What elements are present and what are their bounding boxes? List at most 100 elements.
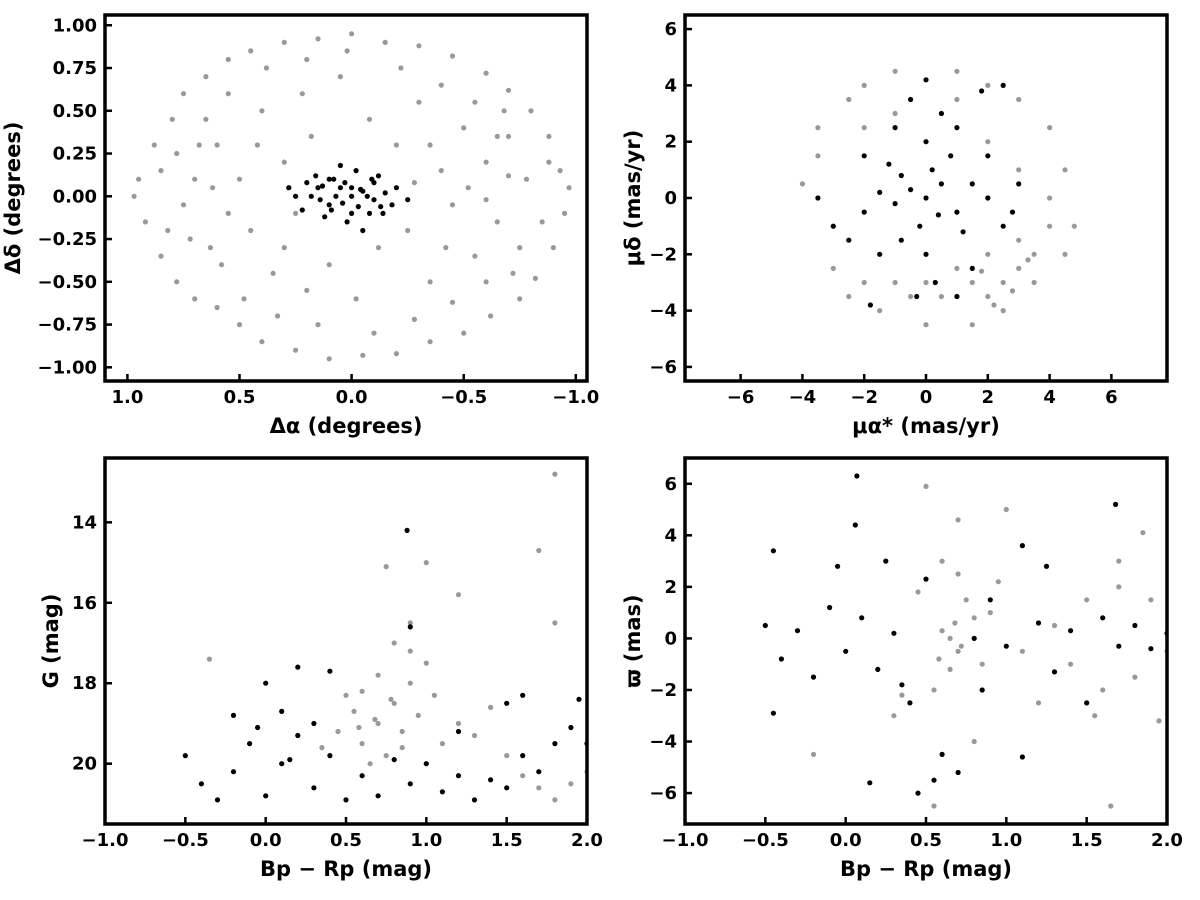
field-star-point — [846, 293, 852, 300]
field-star-point — [1031, 251, 1037, 257]
field-star-point — [923, 322, 929, 328]
field-star-point — [366, 116, 373, 122]
member-star-point — [1000, 223, 1006, 229]
field-star-point — [891, 713, 897, 719]
member-star-point — [1035, 620, 1042, 626]
field-star-point — [536, 785, 542, 791]
field-star-point — [315, 322, 321, 328]
field-star-point — [472, 99, 478, 105]
member-star-point — [815, 195, 821, 201]
member-star-point — [343, 797, 349, 803]
member-star-point — [1148, 646, 1154, 652]
field-star-point — [517, 245, 523, 251]
member-star-point — [455, 728, 462, 735]
member-star-point — [344, 219, 350, 225]
member-star-point — [520, 753, 526, 759]
field-star-point — [241, 296, 247, 302]
field-star-point — [335, 728, 341, 735]
member-star-point — [938, 110, 945, 117]
x-tick-label: 4 — [1043, 387, 1056, 408]
field-star-point — [398, 65, 404, 71]
member-star-point — [337, 185, 343, 191]
field-star-point — [505, 173, 512, 179]
member-star-point — [843, 648, 849, 654]
field-star-point — [1071, 223, 1077, 229]
y-tick-label: 16 — [72, 593, 97, 614]
field-star-point — [344, 48, 350, 54]
data-points — [799, 68, 1077, 328]
x-tick-label: 1.5 — [1071, 830, 1103, 851]
field-star-point — [1016, 96, 1022, 103]
field-star-point — [293, 210, 299, 216]
member-star-point — [1043, 563, 1050, 569]
member-star-point — [1051, 669, 1058, 675]
field-star-point — [861, 279, 867, 286]
field-star-point — [536, 547, 542, 554]
field-star-point — [405, 227, 411, 234]
member-star-point — [353, 168, 359, 174]
field-star-point — [416, 43, 422, 49]
field-star-point — [985, 251, 991, 257]
field-star-point — [979, 661, 985, 667]
member-star-point — [939, 751, 945, 758]
field-star-point — [391, 700, 397, 706]
field-star-point — [356, 724, 362, 731]
member-star-point — [1084, 700, 1090, 706]
member-star-point — [908, 187, 914, 193]
field-star-point — [939, 558, 945, 564]
field-star-point — [427, 279, 433, 285]
member-star-point — [810, 674, 817, 680]
x-tick-label: 1.0 — [111, 387, 143, 408]
member-star-point — [954, 125, 960, 131]
member-star-point — [1003, 643, 1009, 649]
field-star-point — [1025, 257, 1031, 263]
field-star-point — [151, 142, 157, 148]
member-star-point — [898, 172, 904, 179]
field-star-point — [259, 108, 265, 114]
field-star-point — [180, 91, 187, 97]
field-star-point — [483, 70, 489, 76]
member-star-point — [355, 204, 361, 210]
member-star-point — [358, 186, 364, 192]
field-star-point — [399, 728, 405, 735]
member-star-point — [263, 793, 269, 799]
member-star-point — [1000, 82, 1006, 88]
field-star-point — [1016, 167, 1022, 173]
member-star-point — [389, 202, 395, 208]
field-star-point — [846, 96, 852, 103]
field-star-point — [1116, 584, 1122, 590]
field-star-point — [955, 648, 961, 654]
plot-frame — [103, 13, 589, 383]
plot-frame — [103, 456, 589, 826]
member-star-point — [979, 687, 985, 693]
field-star-point — [954, 96, 960, 103]
field-star-point — [196, 142, 202, 148]
member-star-point — [969, 181, 975, 187]
member-star-point — [867, 780, 873, 786]
member-star-point — [778, 656, 785, 662]
member-star-point — [504, 700, 510, 706]
y-axis-label: ϖ (mas) — [621, 594, 645, 687]
field-star-point — [461, 125, 467, 131]
y-tick-label: 0.25 — [53, 144, 97, 165]
field-star-point — [169, 116, 175, 122]
member-star-point — [423, 761, 429, 767]
field-star-point — [308, 133, 314, 139]
field-star-point — [539, 219, 545, 225]
field-star-point — [158, 168, 164, 174]
member-star-point — [407, 624, 413, 630]
field-star-point — [987, 610, 993, 616]
member-star-point — [770, 548, 777, 554]
field-star-point — [383, 564, 389, 570]
field-star-point — [969, 322, 975, 328]
field-star-point — [1009, 288, 1016, 294]
member-star-point — [931, 777, 937, 783]
member-star-point — [404, 527, 410, 534]
field-star-point — [471, 732, 478, 739]
member-star-point — [877, 251, 883, 257]
field-star-point — [1062, 167, 1068, 173]
field-star-point — [415, 712, 421, 719]
member-star-point — [830, 223, 836, 229]
member-star-point — [1113, 501, 1119, 507]
